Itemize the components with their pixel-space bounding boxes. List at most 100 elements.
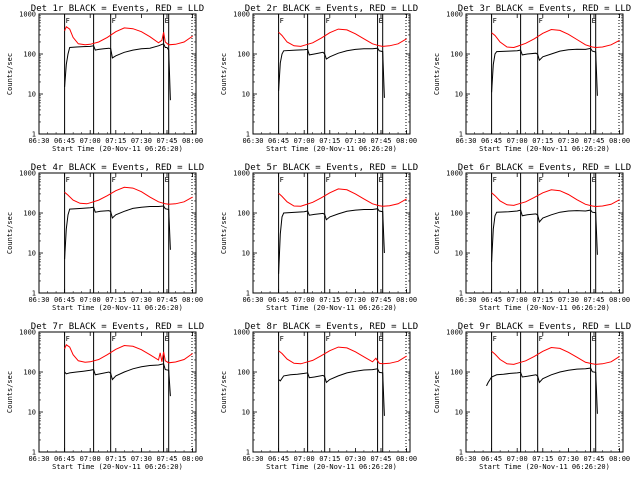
flag-marker: E xyxy=(592,335,596,343)
plot-frame xyxy=(465,13,624,135)
x-tick-label: 06:30 xyxy=(455,296,476,304)
x-tick-label: 08:00 xyxy=(182,137,203,145)
x-tick-label: 06:45 xyxy=(54,455,75,463)
x-tick-label: 08:00 xyxy=(396,296,417,304)
x-tick-label: 07:15 xyxy=(532,296,553,304)
x-tick-label: 07:00 xyxy=(507,296,528,304)
y-tick-label: 10 xyxy=(28,409,36,417)
y-tick-label: 100 xyxy=(23,369,36,377)
flag-marker: E xyxy=(379,176,383,184)
flag-marker: F xyxy=(539,176,543,184)
y-tick-label: 1000 xyxy=(233,170,250,178)
events-series-line xyxy=(491,47,598,96)
detector-panel-3: Det 3r BLACK = Events, RED = LLD Counts/s… xyxy=(433,4,631,153)
y-tick-label: 100 xyxy=(450,369,463,377)
x-tick-label: 07:30 xyxy=(345,137,366,145)
flag-marker: F xyxy=(539,17,543,25)
y-axis-label: Counts/sec xyxy=(6,212,14,254)
y-tick-label: 10 xyxy=(455,409,463,417)
lld-series-line xyxy=(278,346,407,365)
panel-title: Det 5r BLACK = Events, RED = LLD xyxy=(245,163,418,173)
x-axis-label: Start Time (20-Nov-11 06:26:20) xyxy=(266,145,397,153)
y-tick-label: 100 xyxy=(23,210,36,218)
x-tick-label: 06:45 xyxy=(481,137,502,145)
y-axis-label: Counts/sec xyxy=(6,53,14,95)
flag-marker: E xyxy=(379,17,383,25)
flag-marker: F xyxy=(280,335,284,343)
x-tick-label: 07:45 xyxy=(583,137,604,145)
x-tick-label: 06:30 xyxy=(455,137,476,145)
x-axis-label: Start Time (20-Nov-11 06:26:20) xyxy=(479,304,610,312)
detector-panel-4: Det 4r BLACK = Events, RED = LLD Counts/s… xyxy=(6,163,204,312)
x-tick-label: 06:45 xyxy=(268,137,289,145)
x-axis-label: Start Time (20-Nov-11 06:26:20) xyxy=(52,145,183,153)
y-tick-label: 1 xyxy=(32,290,36,298)
y-axis-label: Counts/sec xyxy=(220,53,228,95)
flag-marker: F xyxy=(493,17,497,25)
x-tick-label: 07:00 xyxy=(507,455,528,463)
panel-title: Det 9r BLACK = Events, RED = LLD xyxy=(458,322,631,332)
x-tick-label: 08:00 xyxy=(609,296,630,304)
panel-title: Det 3r BLACK = Events, RED = LLD xyxy=(458,4,631,14)
x-tick-label: 07:00 xyxy=(294,137,315,145)
y-tick-label: 100 xyxy=(237,210,250,218)
x-axis-label: Start Time (20-Nov-11 06:26:20) xyxy=(52,304,183,312)
x-tick-label: 07:00 xyxy=(294,296,315,304)
flag-marker: F xyxy=(112,17,116,25)
detector-panel-8: Det 8r BLACK = Events, RED = LLD Counts/s… xyxy=(220,322,418,471)
y-axis-label: Counts/sec xyxy=(220,212,228,254)
flag-marker: F xyxy=(326,17,330,25)
x-tick-label: 08:00 xyxy=(396,455,417,463)
detector-panel-1: Det 1r BLACK = Events, RED = LLD Counts/s… xyxy=(6,4,204,153)
plot-frame xyxy=(38,331,197,453)
flag-marker: E xyxy=(165,335,169,343)
panel-title: Det 7r BLACK = Events, RED = LLD xyxy=(31,322,204,332)
x-tick-label: 07:45 xyxy=(370,137,391,145)
y-tick-label: 1000 xyxy=(446,170,463,178)
x-tick-label: 06:45 xyxy=(481,296,502,304)
flag-marker: E xyxy=(379,335,383,343)
detector-panel-2: Det 2r BLACK = Events, RED = LLD Counts/s… xyxy=(220,4,418,153)
flag-marker: F xyxy=(326,176,330,184)
lld-series-line xyxy=(64,26,193,46)
y-tick-label: 1 xyxy=(459,449,463,457)
flag-marker: F xyxy=(112,335,116,343)
flag-marker: E xyxy=(165,17,169,25)
x-tick-label: 06:30 xyxy=(455,455,476,463)
x-tick-label: 07:15 xyxy=(532,455,553,463)
x-tick-label: 07:45 xyxy=(583,296,604,304)
flag-marker: F xyxy=(280,17,284,25)
y-tick-label: 1000 xyxy=(19,329,36,337)
x-tick-label: 07:30 xyxy=(131,137,152,145)
x-tick-label: 06:30 xyxy=(242,296,263,304)
panel-title: Det 2r BLACK = Events, RED = LLD xyxy=(245,4,418,14)
plot-frame xyxy=(252,13,411,135)
detector-panel-5: Det 5r BLACK = Events, RED = LLD Counts/s… xyxy=(220,163,418,312)
x-tick-label: 07:15 xyxy=(319,296,340,304)
panel-title: Det 1r BLACK = Events, RED = LLD xyxy=(31,4,204,14)
x-tick-label: 06:30 xyxy=(28,296,49,304)
y-tick-label: 100 xyxy=(237,51,250,59)
plot-frame xyxy=(465,172,624,294)
y-axis-label: Counts/sec xyxy=(220,371,228,413)
plot-frame xyxy=(465,331,624,453)
x-tick-label: 07:30 xyxy=(345,455,366,463)
events-series-line xyxy=(278,368,385,416)
events-series-line xyxy=(278,47,385,98)
lld-series-line xyxy=(278,188,407,207)
flag-marker: F xyxy=(66,335,70,343)
y-tick-label: 10 xyxy=(242,409,250,417)
x-tick-label: 07:45 xyxy=(156,455,177,463)
y-tick-label: 1000 xyxy=(446,329,463,337)
flag-marker: F xyxy=(539,335,543,343)
x-tick-label: 06:45 xyxy=(54,137,75,145)
plot-frame xyxy=(252,331,411,453)
x-tick-label: 07:15 xyxy=(319,137,340,145)
y-tick-label: 10 xyxy=(242,250,250,258)
lld-series-line xyxy=(64,344,193,364)
x-tick-label: 07:15 xyxy=(319,455,340,463)
events-series-line xyxy=(64,363,171,397)
y-tick-label: 100 xyxy=(450,51,463,59)
plot-frame xyxy=(252,172,411,294)
events-series-line xyxy=(486,367,598,414)
